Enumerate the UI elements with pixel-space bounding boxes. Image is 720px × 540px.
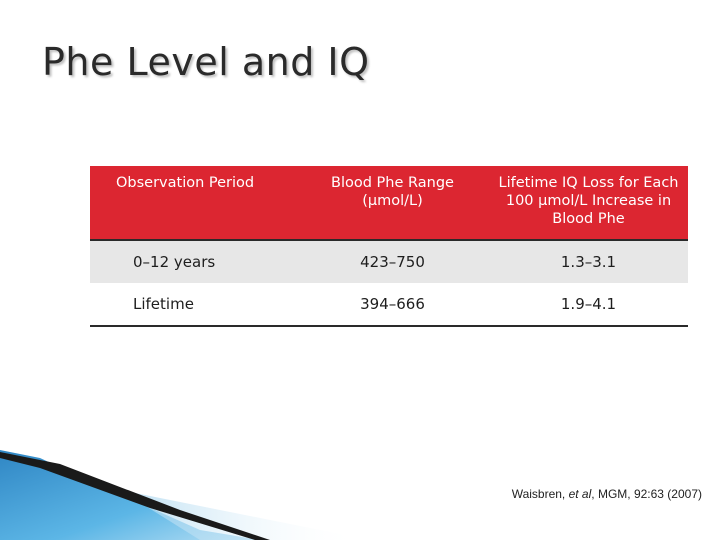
- table-row: 0–12 years 423–750 1.3–3.1: [90, 240, 688, 283]
- results-table: Observation Period Blood Phe Range (μmol…: [90, 166, 688, 327]
- cell-observation-period: Lifetime: [90, 283, 296, 327]
- citation-source: , MGM, 92:63 (2007): [591, 487, 702, 501]
- phe-iq-table: Observation Period Blood Phe Range (μmol…: [90, 166, 688, 327]
- citation-authors: Waisbren,: [511, 487, 569, 501]
- cell-blood-phe-range: 394–666: [296, 283, 489, 327]
- light-wave-shape: [120, 490, 360, 540]
- citation: Waisbren, et al, MGM, 92:63 (2007): [512, 487, 702, 501]
- cell-iq-loss: 1.9–4.1: [489, 283, 688, 327]
- cell-iq-loss: 1.3–3.1: [489, 240, 688, 283]
- corner-decoration: [0, 450, 360, 540]
- header-iq-loss: Lifetime IQ Loss for Each 100 μmol/L Inc…: [489, 166, 688, 241]
- slide-title: Phe Level and IQ: [42, 40, 370, 84]
- table-header-row: Observation Period Blood Phe Range (μmol…: [90, 166, 688, 241]
- header-observation-period: Observation Period: [90, 166, 296, 241]
- citation-etal: et al: [568, 487, 592, 501]
- dark-stripe-shape: [0, 452, 270, 540]
- cell-observation-period: 0–12 years: [90, 240, 296, 283]
- cell-blood-phe-range: 423–750: [296, 240, 489, 283]
- header-blood-phe-range: Blood Phe Range (μmol/L): [296, 166, 489, 241]
- table-row: Lifetime 394–666 1.9–4.1: [90, 283, 688, 327]
